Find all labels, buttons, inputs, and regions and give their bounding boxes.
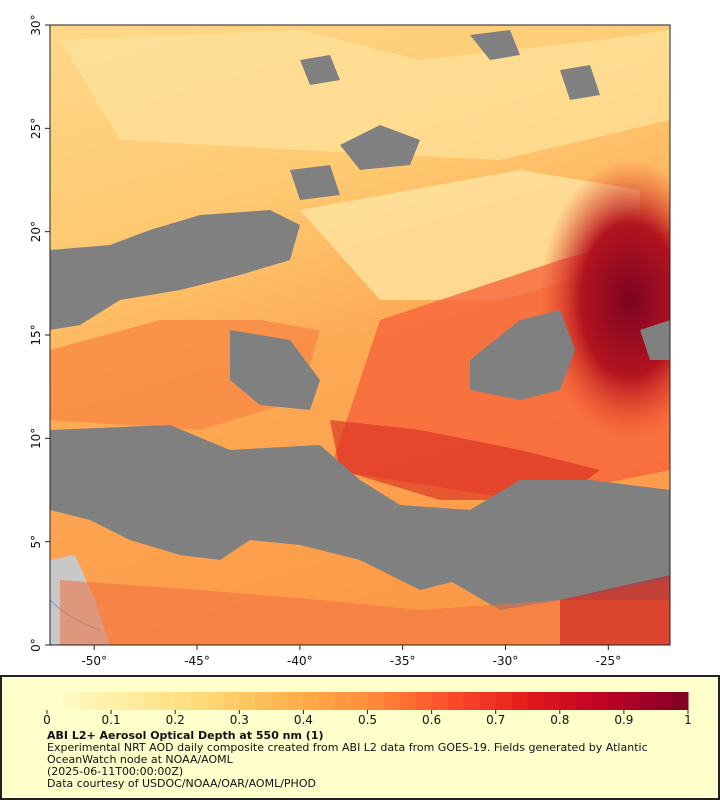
credit: Data courtesy of USDOC/NOAA/OAR/AOML/PHO…	[47, 777, 316, 790]
colorbar-swatch	[111, 692, 128, 710]
colorbar-swatch	[351, 692, 368, 710]
colorbar-swatch	[575, 692, 593, 710]
colorbar-swatch	[319, 692, 336, 710]
colorbar-tick-label: 0.3	[230, 713, 249, 727]
colorbar-swatch	[287, 692, 304, 710]
colorbar-swatch	[47, 692, 64, 710]
colorbar-swatch	[495, 692, 513, 710]
colorbar-tick-label: 0	[43, 713, 51, 727]
colorbar-swatch	[175, 692, 192, 710]
y-tick-label: 30°	[29, 14, 43, 35]
colorbar-tick-label: 0.6	[422, 713, 441, 727]
aod-raster	[50, 25, 670, 645]
colorbar-swatch	[447, 692, 465, 710]
colorbar-swatch	[591, 692, 609, 710]
y-tick-label: 15°	[29, 324, 43, 345]
colorbar: 0 0.1 0.2 0.3 0.4 0.5 0.6 0.7 0.8 0.9 1	[43, 692, 692, 727]
description: Experimental NRT AOD daily composite cre…	[47, 741, 648, 766]
x-tick-label: -50°	[81, 654, 107, 668]
colorbar-tick-label: 0.7	[486, 713, 505, 727]
y-tick-label: 10°	[29, 428, 43, 449]
colorbar-swatch	[367, 692, 385, 710]
colorbar-swatch	[639, 692, 657, 710]
title: ABI L2+ Aerosol Optical Depth at 550 nm …	[47, 729, 324, 742]
colorbar-swatch	[79, 692, 96, 710]
colorbar-swatch	[415, 692, 433, 710]
colorbar-swatch	[303, 692, 320, 710]
colorbar-tick-label: 0.4	[294, 713, 313, 727]
x-tick-label: -35°	[390, 654, 416, 668]
colorbar-tick-label: 0.8	[550, 713, 569, 727]
colorbar-swatch	[127, 692, 144, 710]
colorbar-swatch	[431, 692, 449, 710]
colorbar-swatch	[255, 692, 272, 710]
colorbar-swatch	[479, 692, 497, 710]
colorbar-tick-label: 0.9	[614, 713, 633, 727]
colorbar-swatch	[511, 692, 529, 710]
y-tick-label: 20°	[29, 221, 43, 242]
colorbar-tick-label: 0.1	[102, 713, 121, 727]
y-tick-label: 25°	[29, 118, 43, 139]
map-figure: -50° -45° -40° -35° -30° -25° 0° 5° 10° 15° 20° 25°…	[29, 14, 671, 668]
colorbar-swatch	[463, 692, 481, 710]
colorbar-swatch	[271, 692, 288, 710]
colorbar-swatch	[399, 692, 417, 710]
colorbar-swatch	[63, 692, 80, 710]
x-tick-label: -30°	[493, 654, 519, 668]
timestamp: (2025-06-11T00:00:00Z)	[47, 765, 184, 778]
y-tick-label: 5°	[29, 535, 43, 549]
y-tick-label: 0°	[29, 638, 43, 652]
x-tick-label: -40°	[287, 654, 313, 668]
colorbar-swatch	[607, 692, 625, 710]
colorbar-tick-label: 0.5	[358, 713, 377, 727]
colorbar-swatch	[143, 692, 160, 710]
colorbar-swatch	[543, 692, 561, 710]
colorbar-swatch	[671, 692, 689, 710]
colorbar-swatch	[223, 692, 240, 710]
colorbar-swatch	[159, 692, 176, 710]
colorbar-swatch	[207, 692, 224, 710]
x-tick-label: -25°	[596, 654, 622, 668]
info-text: ABI L2+ Aerosol Optical Depth at 550 nm …	[47, 730, 687, 790]
colorbar-swatch	[239, 692, 256, 710]
colorbar-swatch	[559, 692, 577, 710]
x-tick-label: -45°	[184, 654, 210, 668]
colorbar-swatch	[95, 692, 112, 710]
colorbar-swatch	[623, 692, 641, 710]
colorbar-swatch	[383, 692, 401, 710]
colorbar-swatch	[655, 692, 673, 710]
colorbar-tick-label: 1	[684, 713, 692, 727]
colorbar-swatch	[527, 692, 545, 710]
colorbar-swatch	[191, 692, 208, 710]
colorbar-tick-label: 0.2	[166, 713, 185, 727]
colorbar-swatch	[335, 692, 352, 710]
